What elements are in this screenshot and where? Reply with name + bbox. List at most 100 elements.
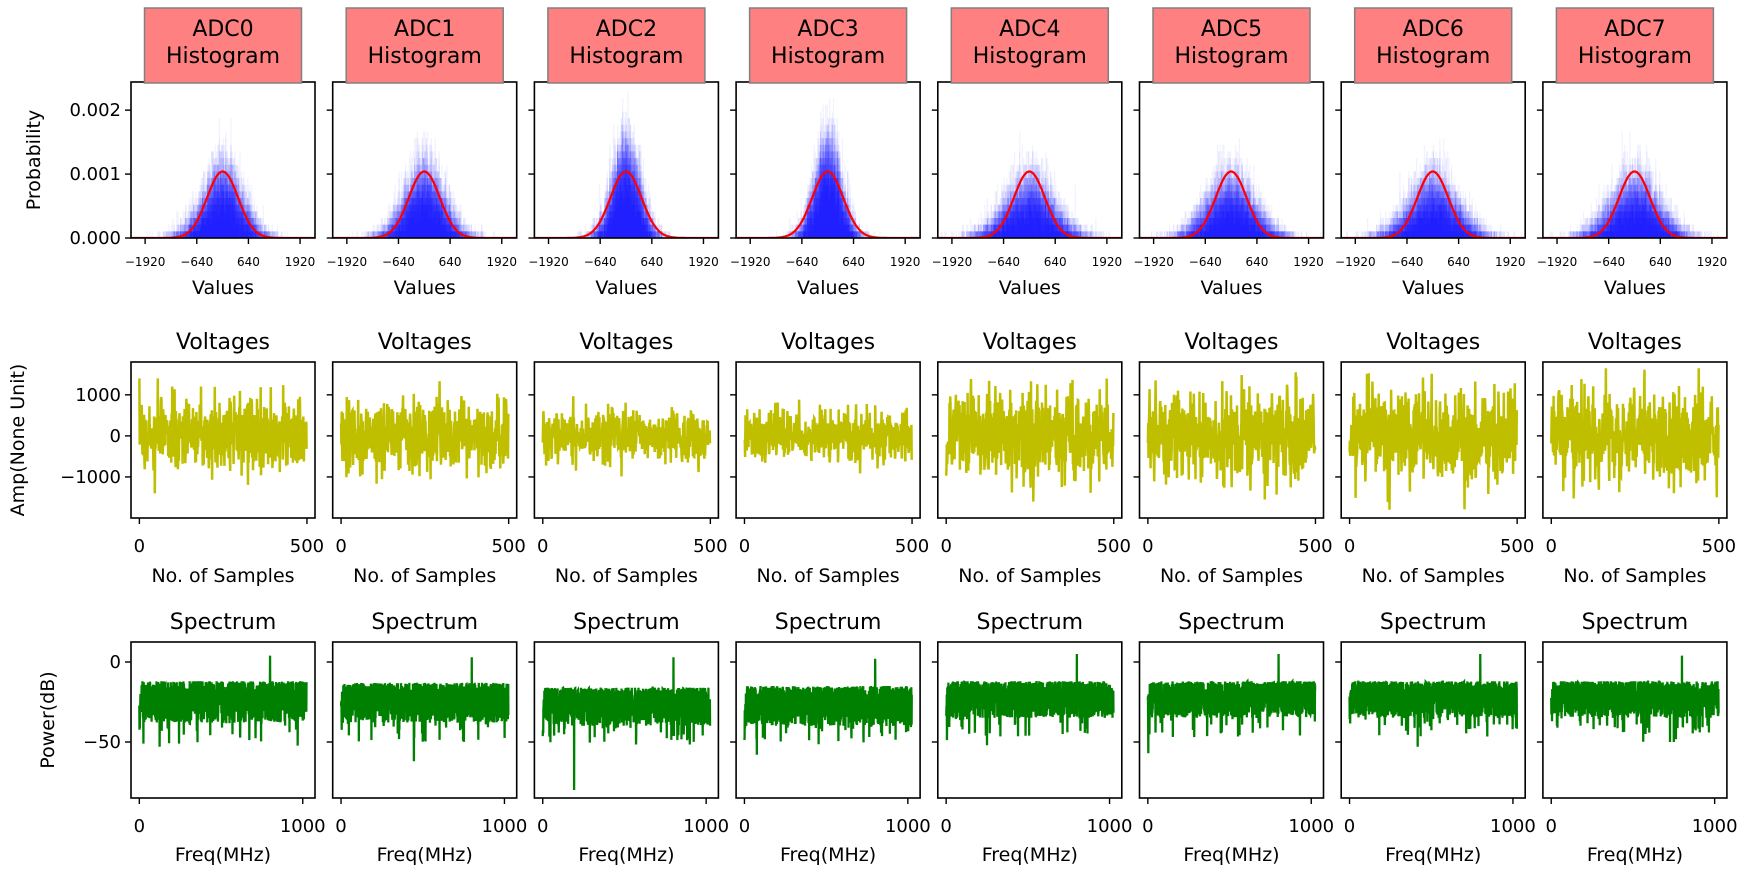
spectrum-panel: 0 1000 Spectrum Freq(MHz) <box>326 610 527 866</box>
x-tick-label: −1920 <box>125 255 166 269</box>
histogram-bars <box>1346 144 1500 238</box>
histogram-bars <box>596 138 657 238</box>
histogram-bars <box>174 138 286 238</box>
x-tick-label: 0 <box>537 816 548 837</box>
x-axis-label: Freq(MHz) <box>780 844 876 866</box>
histogram-bars <box>1175 158 1285 238</box>
histogram-bars <box>1169 164 1292 238</box>
histogram-bars <box>151 144 276 238</box>
histogram-bars <box>167 164 277 238</box>
y-tick-label: −50 <box>83 732 121 753</box>
histogram-bars <box>1356 171 1500 238</box>
histogram-bars <box>1172 164 1282 238</box>
x-tick-label: 0 <box>335 536 346 557</box>
x-tick-label: −1920 <box>932 255 973 269</box>
histogram-bars <box>945 151 1098 238</box>
histogram-bars <box>376 164 495 238</box>
axes-frame <box>1138 361 1325 519</box>
histogram-bars <box>1174 171 1290 238</box>
plot-area <box>1348 373 1519 510</box>
histogram-bars <box>593 131 660 238</box>
histogram-bars <box>163 118 266 238</box>
y-axis-label: Amp(None Unit) <box>7 364 29 517</box>
x-axis-label: No. of Samples <box>151 565 294 587</box>
panel-title: Spectrum <box>1380 610 1487 635</box>
histogram-bars <box>1158 158 1308 238</box>
panel-title: Histogram <box>166 44 280 69</box>
voltage-line <box>944 378 1115 502</box>
histogram-bars <box>367 138 474 238</box>
histogram-bars <box>576 124 668 238</box>
x-tick-label: 500 <box>895 536 929 557</box>
histogram-bars <box>964 164 1097 238</box>
histogram-bars <box>972 144 1097 238</box>
x-tick-label: 500 <box>1298 536 1332 557</box>
title-box <box>748 7 908 84</box>
x-tick-label: −1920 <box>327 255 368 269</box>
axes-frame <box>735 361 921 519</box>
x-tick-label: 640 <box>237 255 260 269</box>
histogram-bars <box>1369 151 1489 238</box>
histogram-bars <box>796 131 875 238</box>
histogram-bars <box>593 138 664 238</box>
title-box <box>345 7 504 84</box>
histogram-bars <box>355 158 473 238</box>
histogram-bars <box>791 131 866 238</box>
x-tick-label: 640 <box>640 255 663 269</box>
histogram-bars <box>1360 151 1495 238</box>
x-axis-label: No. of Samples <box>1160 565 1303 587</box>
histogram-bars <box>161 144 279 238</box>
histogram-bars <box>951 164 1101 238</box>
plot-area <box>138 378 308 494</box>
histogram-bars <box>970 164 1091 238</box>
histogram-bars <box>1559 131 1702 238</box>
histogram-bars <box>1364 171 1502 238</box>
x-axis-label: Values <box>595 277 657 299</box>
x-tick-label: 1000 <box>1692 816 1738 837</box>
histogram-bars <box>1575 164 1696 238</box>
x-tick-label: 1000 <box>1490 816 1536 837</box>
spectrum-panel: 0 1000 Spectrum Freq(MHz) <box>528 610 729 866</box>
y-axis-label: Probability <box>23 110 45 210</box>
voltage-panel: 0 500 Voltages No. of Samples <box>326 330 526 587</box>
histogram-bars <box>588 124 664 238</box>
histogram-bars <box>1161 171 1294 238</box>
histogram-bars <box>1559 164 1702 238</box>
histogram-bars <box>579 91 667 238</box>
x-tick-label: 1000 <box>1288 816 1334 837</box>
histogram-bars <box>1368 158 1491 238</box>
axes-frame <box>533 361 720 519</box>
histogram-bars <box>1153 144 1285 238</box>
x-tick-label: 1920 <box>890 255 921 269</box>
plot-area <box>541 396 712 477</box>
histogram-bars <box>1572 171 1701 238</box>
x-tick-label: 500 <box>693 536 727 557</box>
x-tick-label: 1920 <box>1495 255 1526 269</box>
histogram-bars <box>786 124 876 238</box>
histogram-bars <box>173 144 276 238</box>
histogram-bars <box>578 138 663 238</box>
histogram-bars <box>173 158 284 238</box>
voltage-line <box>743 399 913 474</box>
spectrum-panel: 0 1000 −50 0 Spectrum Freq(MHz) Power(dB) <box>37 610 326 866</box>
x-tick-label: 500 <box>1702 536 1736 557</box>
histogram-bars <box>1161 151 1296 238</box>
gaussian-fit-curve <box>1341 170 1526 238</box>
histogram-bars <box>595 98 663 238</box>
histogram-bars <box>1178 151 1291 238</box>
spectrum-line <box>1348 653 1519 747</box>
histogram-bars <box>1361 158 1502 238</box>
histogram-bars <box>591 124 656 238</box>
x-tick-label: −640 <box>382 255 415 269</box>
panel-title: Histogram <box>1174 44 1288 69</box>
gaussian-fit-curve <box>131 170 315 238</box>
histogram-bars <box>795 98 870 238</box>
histogram-bars <box>788 124 863 238</box>
spectrum-line <box>1550 655 1720 743</box>
plot-area <box>1341 138 1526 238</box>
x-axis-label: No. of Samples <box>1362 565 1505 587</box>
histogram-bars <box>960 151 1088 238</box>
